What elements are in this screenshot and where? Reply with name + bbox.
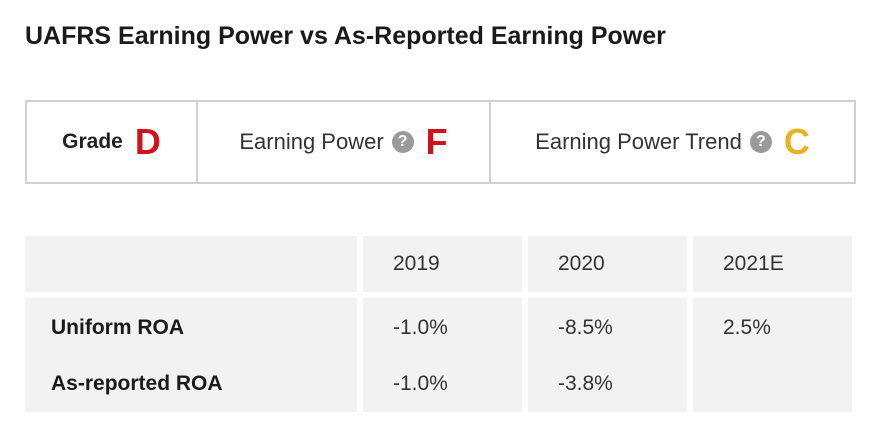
table-cell: -1.0% xyxy=(363,298,522,355)
table-header-row: 2019 2020 2021E xyxy=(25,236,856,292)
table-cell: -1.0% xyxy=(363,355,522,412)
table-row: As-reported ROA -1.0% -3.8% xyxy=(25,355,856,412)
page-title: UAFRS Earning Power vs As-Reported Earni… xyxy=(25,22,666,50)
earning-power-trend-grade-value: C xyxy=(783,121,810,162)
year-header: 2019 xyxy=(363,236,522,292)
overall-grade-cell: Grade D xyxy=(27,102,198,182)
earning-power-label: Earning Power xyxy=(239,129,384,154)
help-icon[interactable]: ? xyxy=(749,131,772,153)
roa-table: 2019 2020 2021E Uniform ROA -1.0% -8.5% … xyxy=(25,236,856,412)
row-label: Uniform ROA xyxy=(25,298,357,355)
year-header: 2021E xyxy=(693,236,852,292)
earning-power-grade-cell: Earning Power ? F xyxy=(198,102,491,182)
help-icon[interactable]: ? xyxy=(391,131,414,153)
table-cell: -8.5% xyxy=(528,298,687,355)
table-row: Uniform ROA -1.0% -8.5% 2.5% xyxy=(25,298,856,355)
overall-grade-value: D xyxy=(134,121,161,162)
earning-power-trend-grade-cell: Earning Power Trend ? C xyxy=(491,102,854,182)
row-label: As-reported ROA xyxy=(25,355,357,412)
overall-grade-label: Grade xyxy=(62,130,123,153)
grade-bar: Grade D Earning Power ? F Earning Power … xyxy=(25,100,856,184)
year-header: 2020 xyxy=(528,236,687,292)
header-empty-cell xyxy=(25,236,357,292)
table-cell: 2.5% xyxy=(693,298,852,355)
table-cell: -3.8% xyxy=(528,355,687,412)
earning-power-grade-value: F xyxy=(425,121,448,162)
table-cell xyxy=(693,355,852,412)
earning-power-trend-label: Earning Power Trend xyxy=(535,129,742,154)
